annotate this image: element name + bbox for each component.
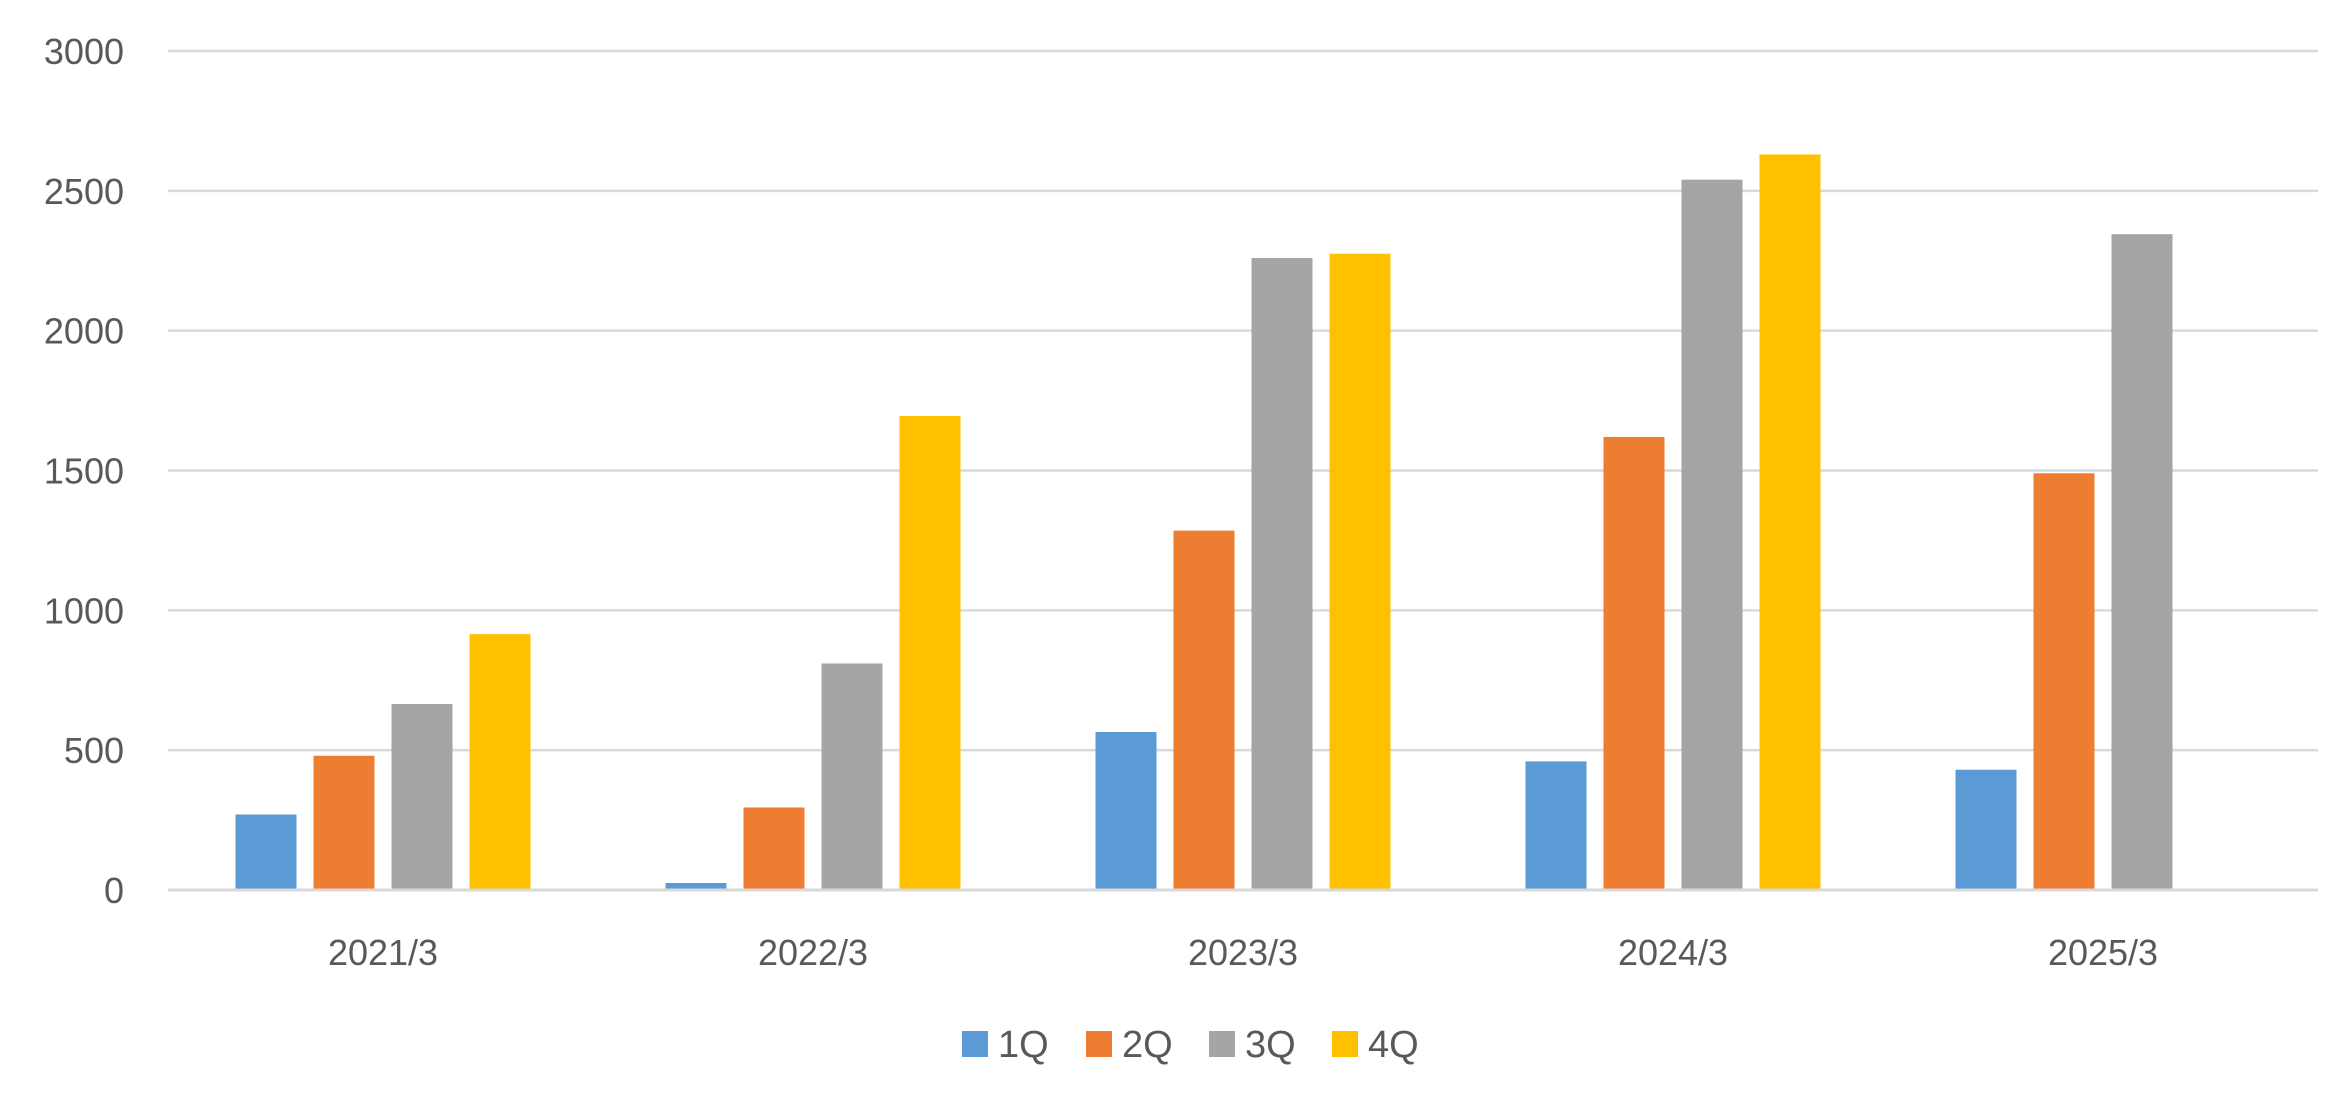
legend-swatch-3q	[1209, 1031, 1235, 1057]
bar-4q-2022-3	[899, 415, 961, 890]
bar-4q-2024-3	[1759, 154, 1821, 890]
y-tick-label: 2500	[44, 171, 124, 212]
x-tick-label: 2021/3	[328, 932, 438, 973]
y-tick-label: 3000	[44, 31, 124, 72]
gridlines	[168, 49, 2318, 752]
bar-2q-2024-3	[1603, 436, 1665, 890]
y-tick-label: 1500	[44, 451, 124, 492]
bar-3q-2022-3	[821, 663, 883, 890]
legend-label-1q: 1Q	[998, 1024, 1049, 1066]
y-tick-label: 500	[64, 730, 124, 771]
bar-2q-2023-3	[1173, 530, 1235, 890]
bar-2q-2025-3	[2033, 473, 2095, 890]
x-tick-label: 2024/3	[1618, 932, 1728, 973]
legend-label-4q: 4Q	[1368, 1024, 1419, 1066]
x-axis: 2021/3 2022/3 2023/3 2024/3 2025/3	[328, 932, 2158, 973]
legend-label-2q: 2Q	[1122, 1024, 1173, 1066]
bar-3q-2025-3	[2111, 234, 2173, 891]
bar-3q-2024-3	[1681, 179, 1743, 890]
bar-1q-2023-3	[1095, 731, 1157, 890]
y-tick-label: 1000	[44, 590, 124, 631]
legend-swatch-2q	[1086, 1031, 1112, 1057]
x-tick-label: 2023/3	[1188, 932, 1298, 973]
bar-2q-2021-3	[313, 755, 375, 890]
bar-4q-2023-3	[1329, 253, 1391, 891]
x-tick-label: 2022/3	[758, 932, 868, 973]
y-axis: 0 500 1000 1500 2000 2500 3000	[44, 31, 124, 911]
y-tick-label: 0	[104, 870, 124, 911]
bar-3q-2023-3	[1251, 257, 1313, 890]
bar-1q-2022-3	[665, 883, 727, 890]
legend: 1Q 2Q 3Q 4Q	[962, 1024, 1419, 1066]
bar-1q-2021-3	[235, 814, 297, 890]
bar-1q-2025-3	[1955, 769, 2017, 890]
legend-label-3q: 3Q	[1245, 1024, 1296, 1066]
y-tick-label: 2000	[44, 311, 124, 352]
legend-swatch-4q	[1332, 1031, 1358, 1057]
x-tick-label: 2025/3	[2048, 932, 2158, 973]
bar-4q-2021-3	[469, 634, 531, 890]
bar-1q-2024-3	[1525, 761, 1587, 890]
bar-3q-2021-3	[391, 704, 453, 890]
bar-2q-2022-3	[743, 807, 805, 890]
bars	[235, 154, 2173, 891]
legend-swatch-1q	[962, 1031, 988, 1057]
